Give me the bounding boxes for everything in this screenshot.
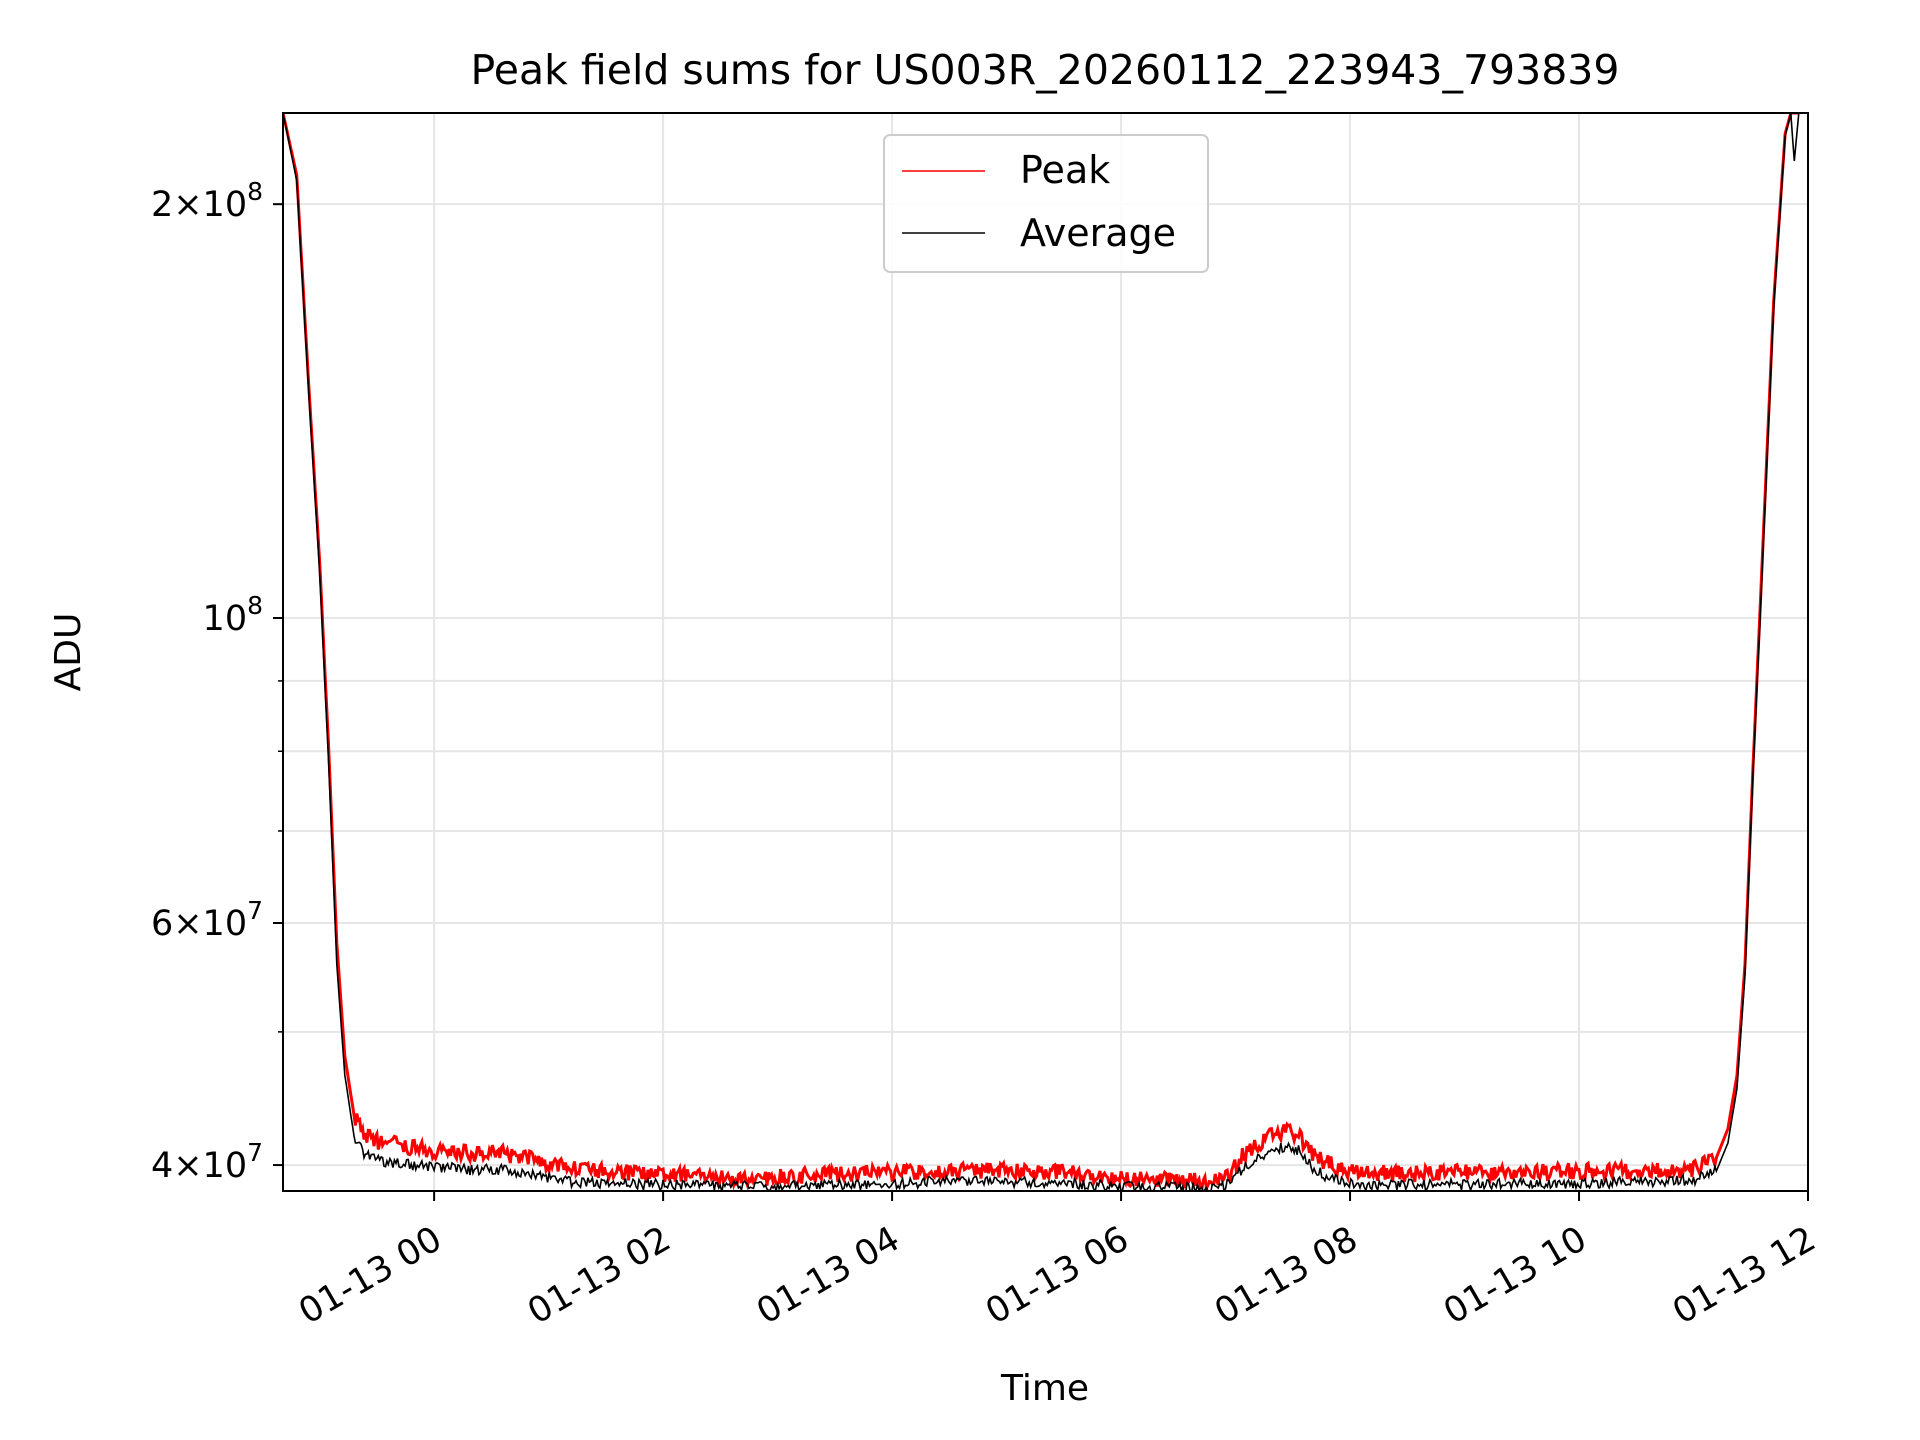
y-tick-label: 6×107 (151, 896, 263, 944)
y-axis-label: ADU (48, 613, 89, 692)
y-tick-label: 2×108 (151, 177, 263, 225)
legend: Peak Average (883, 134, 1209, 273)
y-axis: 4×107 6×107 108 2×108 (151, 177, 283, 1186)
legend-peak-label: Peak (1020, 148, 1110, 192)
series-layer (283, 113, 1800, 1191)
series-line-peak (283, 113, 1799, 1191)
series-line-average (283, 113, 1800, 1191)
legend-average-label: Average (1020, 211, 1176, 255)
y-tick-label: 4×107 (151, 1138, 263, 1186)
x-axis-label: Time (1000, 1368, 1089, 1409)
y-tick-label: 108 (203, 591, 263, 639)
chart-title: Peak field sums for US003R_20260112_2239… (471, 46, 1620, 94)
legend-box (883, 134, 1209, 273)
plot-frame (282, 112, 1809, 1192)
